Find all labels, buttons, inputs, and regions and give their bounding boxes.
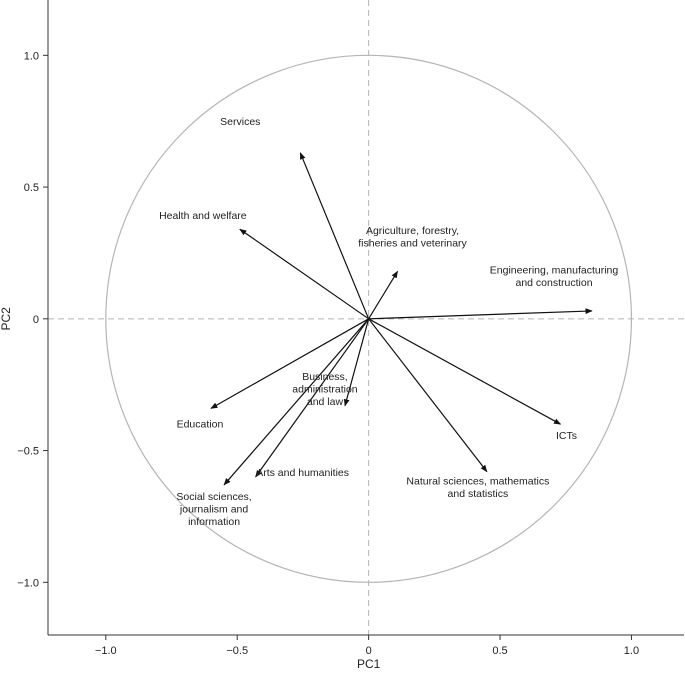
vector-label-line: Arts and humanities <box>256 467 349 479</box>
vector-label: Arts and humanities <box>256 467 349 479</box>
y-tick-label: 0 <box>33 314 39 326</box>
y-tick-label: −0.5 <box>17 446 39 458</box>
vector-label: Health and welfare <box>159 210 247 222</box>
x-tick-label: 1.0 <box>624 645 639 657</box>
loading-arrow <box>368 318 562 425</box>
vector-label: Services <box>220 116 260 128</box>
loading-arrow <box>255 318 370 478</box>
vector-label-line: Business, <box>302 371 348 383</box>
vector-label-line: journalism and <box>179 503 248 515</box>
vector-label-line: ICTs <box>556 430 577 442</box>
vector-label-line: and construction <box>515 277 592 289</box>
vector-label-line: Health and welfare <box>159 210 247 222</box>
y-axis-title: PC2 <box>0 307 13 331</box>
vector-label-line: Engineering, manufacturing <box>490 264 619 276</box>
loading-arrow <box>368 318 488 473</box>
loading-arrow <box>223 318 370 486</box>
vector-label: Agriculture, forestry, fisheries and vete… <box>358 225 467 250</box>
vector-label: Social sciences, journalism and informatio… <box>176 491 251 528</box>
loading-arrow <box>368 270 399 320</box>
vector-label-line: Education <box>177 418 224 430</box>
vector-label: ICTs <box>556 430 577 442</box>
x-tick-label: −1.0 <box>95 645 117 657</box>
vector-label-line: Agriculture, forestry, <box>366 225 459 237</box>
x-tick-label: −0.5 <box>226 645 248 657</box>
x-tick-label: 0.5 <box>492 645 507 657</box>
vector-label-line: and law <box>307 396 344 408</box>
vector-label: Education <box>177 418 224 430</box>
x-tick-label: 0 <box>366 645 372 657</box>
vector-label-line: Services <box>220 116 260 128</box>
loading-arrow <box>210 318 369 409</box>
vector-label-line: fisheries and veterinary <box>358 237 467 249</box>
vector-label-line: Social sciences, <box>176 491 251 503</box>
vector-label-line: and statistics <box>448 488 509 500</box>
y-tick-label: −1.0 <box>17 577 39 589</box>
vector-label-line: information <box>188 516 240 528</box>
vector-label: Engineering, manufacturing and constructi… <box>490 264 619 289</box>
vector-label: Natural sciences, mathematics and statist… <box>406 476 549 501</box>
loading-arrow <box>239 228 369 320</box>
vector-label-line: Natural sciences, mathematics <box>406 476 549 488</box>
vector-label: Business, administration and law <box>292 371 358 408</box>
y-tick-label: 1.0 <box>24 50 39 62</box>
loading-arrow <box>368 308 593 320</box>
x-axis-title: PC1 <box>357 657 381 671</box>
loading-arrow <box>343 318 370 407</box>
y-tick-label: 0.5 <box>24 182 39 194</box>
loading-arrow <box>299 152 370 320</box>
vector-label-line: administration <box>292 383 358 395</box>
